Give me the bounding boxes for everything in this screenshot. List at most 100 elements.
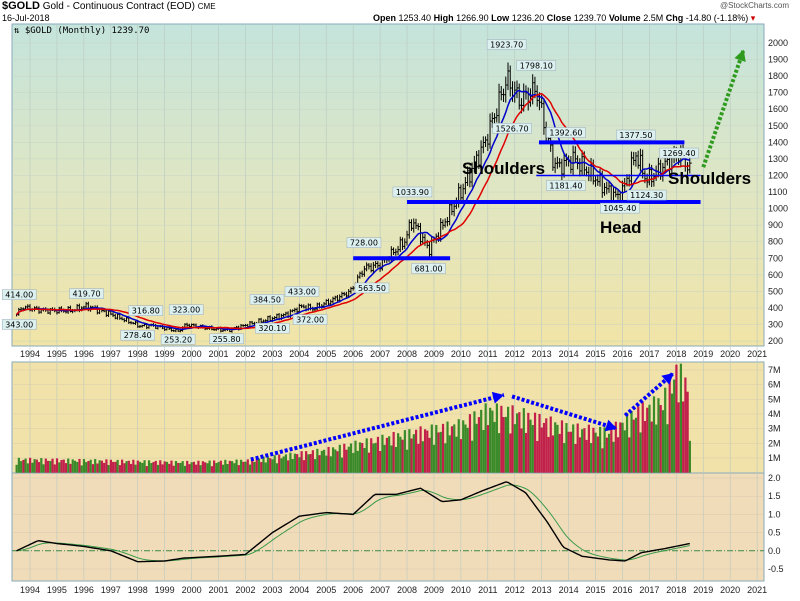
volume-bar	[379, 451, 382, 473]
volume-bar	[105, 459, 108, 473]
volume-bar	[298, 457, 301, 473]
volume-bar	[473, 411, 476, 473]
volume-bar	[522, 408, 525, 473]
x-tick-label: 2016	[612, 349, 632, 359]
volume-bar	[325, 455, 328, 473]
price-tick-label: 200	[768, 336, 783, 346]
volume-bar	[556, 424, 559, 473]
volume-bar	[121, 459, 124, 473]
x-tick-label: 2017	[639, 349, 659, 359]
volume-bar	[489, 407, 492, 473]
volume-bar	[565, 423, 568, 473]
volume-bar	[278, 454, 281, 473]
volume-bar	[459, 439, 463, 473]
volume-bar	[154, 460, 157, 473]
volume-bar	[71, 459, 74, 473]
volume-bar	[688, 440, 691, 473]
volume-bar	[394, 447, 397, 473]
macd-tick-label: 1.0	[768, 509, 781, 519]
volume-bar	[412, 434, 415, 473]
volume-bar	[31, 462, 34, 473]
volume-bar	[271, 459, 274, 473]
volume-bar	[291, 458, 294, 473]
volume-bar	[85, 462, 88, 473]
macd-tick-label: 0.0	[768, 546, 781, 556]
volume-bar	[280, 458, 283, 473]
volume-bar	[414, 429, 418, 473]
x-tick-label: 1997	[101, 585, 121, 595]
price-annotation-box	[249, 294, 285, 305]
volume-bar	[186, 460, 189, 473]
volume-bar	[574, 443, 577, 473]
x-tick-label: 2014	[559, 349, 579, 359]
x-tick-label: 2018	[666, 349, 686, 359]
open-value: 1253.40	[398, 13, 432, 23]
volume-bar	[403, 430, 406, 473]
chg-label: Chg	[665, 13, 684, 23]
volume-bar	[652, 396, 656, 473]
volume-bar	[646, 407, 649, 473]
volume-bar	[206, 463, 209, 473]
volume-tick-label: 5M	[768, 394, 781, 404]
volume-bar	[168, 463, 171, 473]
price-annotation-box	[120, 329, 155, 341]
volume-bar	[316, 448, 319, 473]
volume-bar	[302, 460, 305, 473]
volume-bar	[367, 452, 371, 473]
x-tick-label: 2005	[316, 585, 336, 595]
volume-bar	[345, 449, 348, 473]
volume-bar	[383, 444, 386, 473]
volume-bar	[637, 406, 640, 473]
price-annotation-box	[411, 263, 446, 274]
target-arrow-head-icon	[734, 49, 746, 62]
price-annotation: 384.50	[253, 295, 281, 304]
volume-bar	[349, 443, 353, 473]
close-label: Close	[546, 13, 572, 23]
ohlc-readout: Open 1253.40 High 1266.90 Low 1236.20 Cl…	[373, 13, 755, 23]
volume-bar	[527, 412, 530, 473]
volume-bar	[94, 459, 97, 473]
macd-tick-label: 0.5	[768, 528, 781, 538]
volume-bar	[610, 428, 613, 473]
head-label: Head	[600, 218, 642, 237]
volume-bar	[670, 393, 674, 473]
x-tick-label: 2018	[666, 585, 686, 595]
volume-bar	[594, 432, 597, 473]
volume-bar	[192, 461, 196, 473]
volume-bar	[410, 438, 413, 473]
volume-bar	[64, 463, 68, 473]
high-label: High	[433, 13, 454, 23]
volume-bar	[257, 458, 261, 473]
volume-bar	[354, 440, 357, 473]
volume-bar	[141, 462, 144, 473]
volume-bar	[336, 451, 339, 473]
volume-bar	[329, 456, 332, 473]
volume-bar	[287, 460, 290, 473]
price-tick-label: 2000	[768, 38, 788, 48]
price-annotation-box	[616, 129, 656, 141]
volume-bar	[15, 464, 18, 473]
volume-bar	[612, 441, 615, 473]
volume-bar	[374, 442, 377, 473]
ma-fast-line	[15, 89, 690, 331]
volume-bar	[601, 448, 604, 473]
x-tick-label: 2008	[397, 585, 417, 595]
volume-tick-label: 6M	[768, 380, 781, 390]
volume-bar	[428, 437, 431, 473]
volume-bar	[493, 421, 496, 473]
volume-bar	[221, 464, 225, 473]
volume-bar	[363, 448, 366, 473]
volume-bar	[623, 430, 626, 473]
open-label: Open	[373, 13, 397, 23]
high-value: 1266.90	[456, 13, 489, 23]
volume-bar	[538, 413, 541, 473]
volume-bar	[450, 426, 454, 473]
chart-date: 16-Jul-2018	[2, 13, 50, 23]
volume-bar	[237, 465, 240, 473]
price-annotation-box	[292, 314, 328, 325]
volume-bar	[507, 406, 510, 473]
x-tick-label: 2013	[532, 585, 552, 595]
x-tick-label: 1996	[74, 585, 94, 595]
volume-bar	[547, 436, 550, 473]
price-tick-label: 1500	[768, 121, 788, 131]
